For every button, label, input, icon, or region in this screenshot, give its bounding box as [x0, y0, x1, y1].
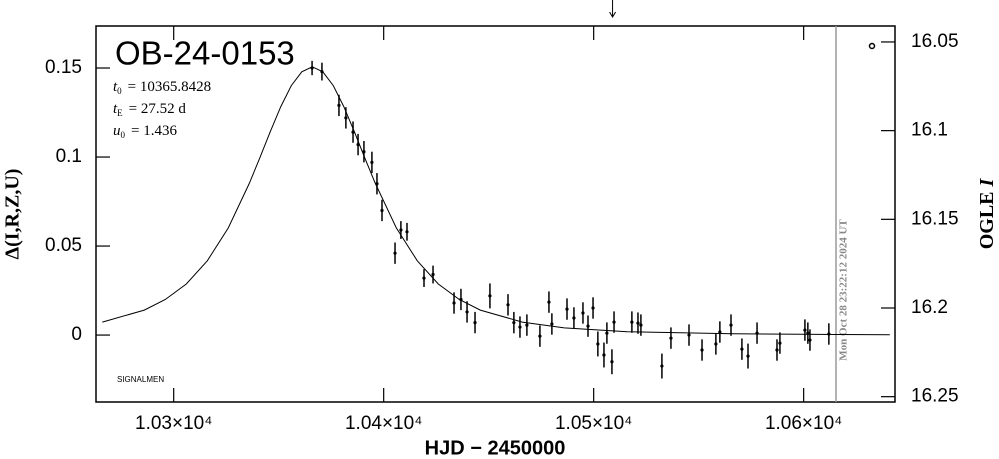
data-point — [669, 336, 673, 340]
y2-tick-label: 16.05 — [911, 31, 959, 52]
data-point — [538, 334, 542, 338]
data-point — [310, 66, 314, 70]
data-point — [572, 316, 576, 320]
data-point — [639, 323, 643, 327]
y-tick-label: 0.15 — [45, 57, 82, 78]
note: SIGNALMEN — [117, 375, 164, 384]
x-axis-label: HJD − 2450000 — [425, 437, 566, 459]
data-point — [586, 324, 590, 328]
data-point — [380, 208, 384, 213]
data-point — [581, 311, 585, 315]
data-point — [547, 300, 551, 304]
data-point — [525, 323, 529, 327]
symbol — [868, 42, 876, 50]
data-point — [488, 294, 492, 298]
param-sub: 0 — [121, 130, 126, 140]
data-point — [596, 342, 600, 346]
data-point — [591, 306, 595, 310]
data-point — [422, 276, 426, 280]
data-point — [729, 323, 733, 327]
y2-axis-label-var: I — [976, 178, 998, 188]
y-tick-label: 0 — [71, 324, 82, 345]
data-point — [473, 320, 477, 325]
data-point — [351, 130, 355, 134]
y2-tick-label: 16.2 — [911, 297, 948, 318]
data-point — [465, 310, 469, 314]
x-tick-label: 1.04×10⁴ — [345, 413, 422, 434]
data-point — [565, 307, 569, 311]
data-point — [700, 348, 704, 352]
y-tick-label: 0.1 — [56, 146, 82, 167]
param-symbol: t — [113, 101, 118, 117]
x-tick-label: 1.05×10⁴ — [555, 413, 632, 434]
y-tick-label: 0.05 — [45, 235, 82, 256]
data-point — [344, 116, 348, 120]
data-point — [375, 182, 379, 186]
data-point — [605, 331, 609, 335]
data-point — [518, 325, 522, 329]
data-point — [687, 333, 691, 337]
param-text: = 27.52 d — [129, 101, 187, 117]
data-point — [714, 342, 718, 346]
y2-tick-label: 16.25 — [911, 386, 959, 407]
y2-tick-label: 16.1 — [911, 120, 948, 141]
param-sub: E — [117, 108, 123, 118]
y-axis-label: Δ(I,R,Z,U) — [2, 169, 24, 260]
data-point — [393, 251, 397, 255]
data-point — [452, 301, 456, 305]
data-point — [740, 347, 744, 351]
data-point — [630, 320, 634, 324]
data-point — [808, 338, 812, 342]
y2-tick-label: 16.15 — [911, 208, 959, 229]
x-tick-label: 1.06×10⁴ — [765, 413, 842, 434]
data-point — [506, 303, 510, 307]
x-tick-label: 1.03×10⁴ — [135, 413, 212, 434]
data-point — [550, 322, 554, 326]
data-point — [636, 321, 640, 325]
data-point — [610, 360, 614, 364]
param-sub: 0 — [117, 86, 122, 96]
y2-axis-label-text: OGLE — [976, 192, 998, 250]
data-point — [370, 160, 374, 164]
param-text: = 10365.8428 — [128, 79, 211, 95]
param: t0 = 10365.8428 — [113, 79, 211, 96]
data-point — [806, 331, 810, 335]
param: tE = 27.52 d — [113, 101, 186, 118]
data-point — [512, 320, 516, 325]
data-point — [778, 341, 782, 345]
data-point — [755, 331, 759, 335]
data-point — [356, 142, 360, 147]
data-point — [827, 332, 831, 336]
y2-axis-label: OGLE I — [976, 178, 998, 250]
data-point — [431, 272, 435, 277]
data-point — [746, 354, 750, 358]
param-text: = 1.436 — [131, 123, 177, 139]
data-point — [612, 320, 616, 324]
timestamp: Mon Oct 28 23:22:12 2024 UT — [838, 219, 850, 361]
chart-title: OB-24-0153 — [115, 35, 295, 72]
data-point — [320, 69, 324, 74]
data-point — [602, 353, 606, 357]
data-point — [459, 297, 463, 302]
param: u0 = 1.436 — [113, 123, 177, 140]
param-symbol: u — [113, 123, 121, 139]
data-point — [660, 364, 664, 368]
data-point — [803, 328, 807, 332]
data-point — [405, 230, 409, 234]
plot-frame — [95, 25, 896, 403]
data-point — [362, 150, 366, 154]
param-symbol: t — [113, 79, 118, 95]
data-point — [718, 330, 722, 334]
arrow — [609, 0, 616, 18]
data-point — [337, 103, 341, 108]
data-point — [775, 348, 779, 352]
data-point — [399, 228, 403, 232]
model-curve — [102, 66, 890, 336]
